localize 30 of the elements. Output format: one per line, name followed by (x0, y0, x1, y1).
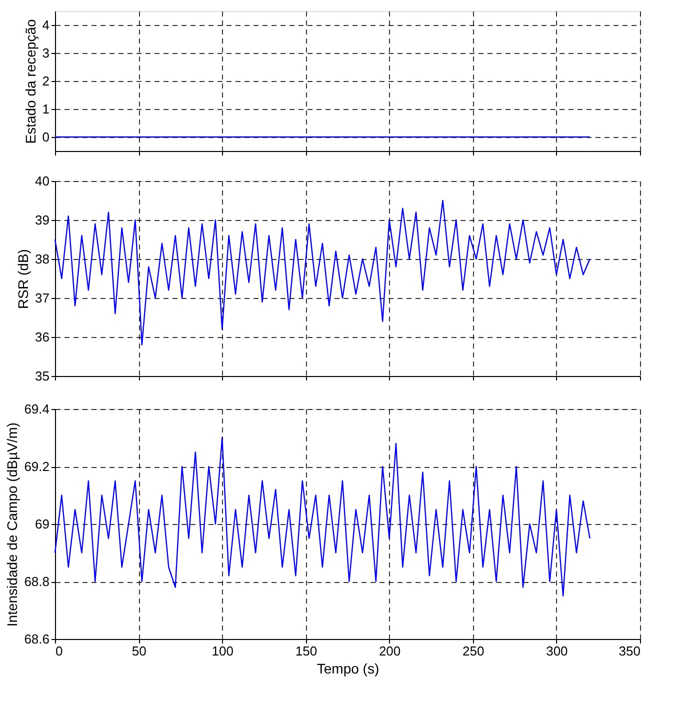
x-tick-label: 350 (618, 644, 640, 658)
y-tick-label: 68.8 (24, 574, 50, 589)
y-axis-title: Estado da recepção (22, 19, 38, 144)
x-tick-label: 150 (295, 644, 318, 658)
y-tick-label: 36 (35, 330, 50, 344)
y-tick-label: 37 (35, 290, 50, 306)
x-tick-label: 250 (462, 644, 484, 658)
x-tick-label: 100 (212, 644, 234, 658)
y-tick-label: 2 (42, 74, 50, 88)
y-tick-label: 38 (35, 252, 50, 266)
y-tick-label: 69.4 (24, 402, 50, 416)
x-tick-label: 200 (378, 644, 401, 658)
y-tick-label: 68.6 (24, 632, 50, 646)
y-tick-label: 39 (35, 212, 50, 228)
y-tick-label: 4 (42, 18, 50, 32)
y-tick-label: 0 (42, 130, 50, 144)
line-series (54, 437, 590, 596)
x-axis-title: Tempo (s) (316, 660, 380, 676)
line-series (54, 200, 590, 346)
y-axis-title: Intensidade de Campo (dBµV/m) (4, 422, 20, 627)
x-tick-label: 50 (132, 644, 146, 658)
x-tick-label: 0 (56, 644, 63, 658)
y-tick-label: 35 (35, 368, 50, 384)
y-tick-label: 40 (35, 174, 50, 188)
y-tick-label: 69 (35, 516, 50, 532)
y-tick-label: 3 (42, 46, 50, 60)
y-tick-label: 69.2 (24, 459, 50, 474)
y-tick-label: 1 (42, 102, 50, 116)
y-axis-title: RSR (dB) (15, 249, 32, 309)
x-tick-label: 300 (546, 644, 568, 658)
